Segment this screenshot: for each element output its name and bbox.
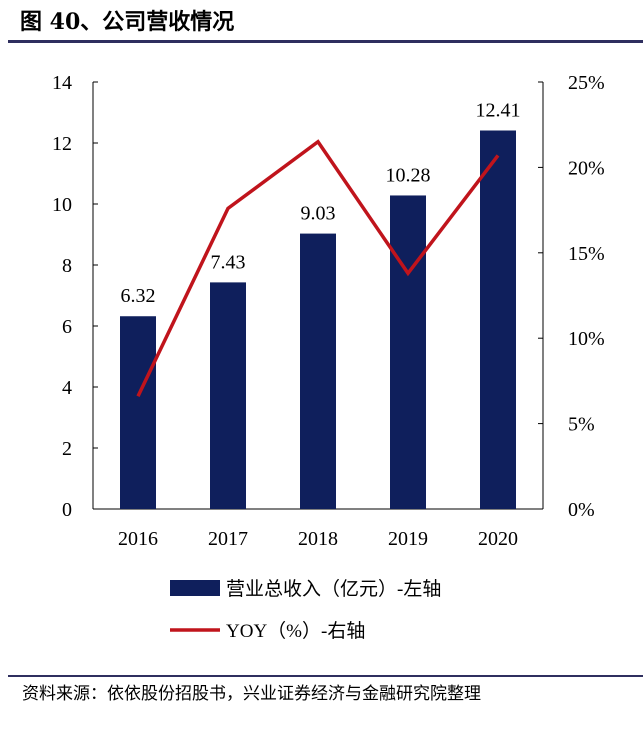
right-tick-label: 10% (568, 328, 605, 350)
bar-2019 (390, 195, 426, 509)
yoy-line (136, 139, 500, 398)
bar-2020 (480, 130, 516, 509)
x-tick-label: 2016 (118, 528, 158, 550)
title-rule (8, 40, 643, 43)
left-tick-label: 10 (52, 194, 72, 216)
right-tick-label: 20% (568, 157, 605, 179)
left-tick-label: 12 (52, 133, 72, 155)
right-tick-label: 0% (568, 499, 595, 521)
bar-2016 (120, 316, 156, 509)
x-tick-label: 2020 (478, 528, 518, 550)
chart: 0 2 4 6 8 10 12 14 0% 5% 10% 15% 20% 25% 6.32 2016 7.43 2… (52, 72, 605, 642)
data-label: 6.32 (121, 285, 156, 307)
legend-line-label: YOY（%）-右轴 (226, 620, 365, 642)
left-tick-label: 14 (52, 72, 72, 94)
legend-bar-label: 营业总收入（亿元）-左轴 (226, 578, 441, 600)
source-note: 资料来源：依依股份招股书，兴业证券经济与金融研究院整理 (22, 684, 481, 704)
x-tick-label: 2017 (208, 528, 248, 550)
left-tick-label: 8 (62, 255, 72, 277)
bar-2017 (210, 282, 246, 509)
left-tick-label: 4 (62, 377, 72, 399)
x-tick-label: 2018 (298, 528, 338, 550)
legend-bar-swatch (170, 580, 220, 596)
data-label: 10.28 (386, 164, 431, 186)
source-rule (8, 675, 643, 677)
data-label: 12.41 (476, 99, 521, 121)
left-tick-label: 2 (62, 438, 72, 460)
right-tick-label: 15% (568, 243, 605, 265)
data-label: 7.43 (211, 251, 246, 273)
right-tick-label: 25% (568, 72, 605, 94)
left-tick-label: 0 (62, 499, 72, 521)
x-tick-label: 2019 (388, 528, 428, 550)
left-tick-label: 6 (62, 316, 72, 338)
bar-2018 (300, 233, 336, 509)
figure-title: 图 40、公司营收情况 (20, 9, 235, 35)
right-tick-label: 5% (568, 414, 595, 436)
data-label: 9.03 (301, 203, 336, 225)
